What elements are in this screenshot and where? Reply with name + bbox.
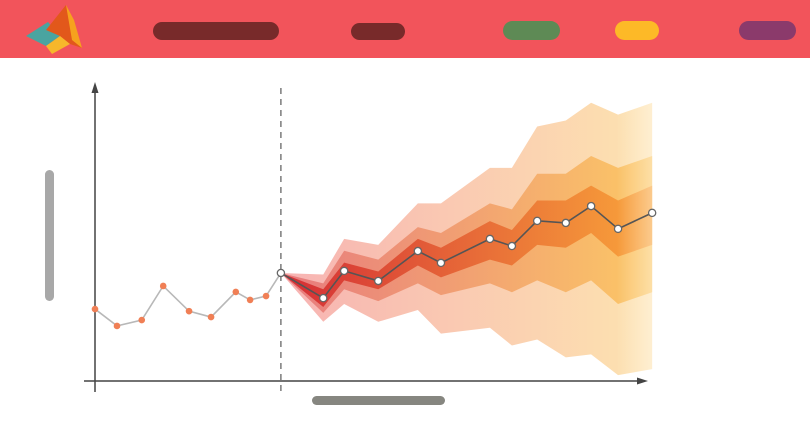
forecast-point bbox=[561, 218, 571, 228]
nav-item[interactable] bbox=[615, 21, 659, 40]
nav-item[interactable] bbox=[503, 21, 560, 40]
forecast-point bbox=[318, 293, 328, 303]
forecast-point bbox=[647, 208, 657, 218]
nav-item[interactable] bbox=[351, 23, 405, 40]
nav-item[interactable] bbox=[153, 22, 279, 40]
history-point bbox=[91, 305, 99, 313]
forecast-point bbox=[586, 201, 596, 211]
forecast-point bbox=[436, 258, 446, 268]
logo bbox=[26, 5, 82, 54]
forecast-point bbox=[507, 241, 517, 251]
forecast-point bbox=[613, 224, 623, 234]
history-point bbox=[232, 288, 240, 296]
x-axis-label-placeholder bbox=[312, 396, 445, 405]
header-bar bbox=[0, 0, 810, 58]
history-point bbox=[113, 322, 121, 330]
history-line bbox=[94, 272, 282, 327]
forecast-point bbox=[485, 234, 495, 244]
forecast-point bbox=[532, 216, 542, 226]
history-point bbox=[138, 316, 146, 324]
y-axis-label-placeholder bbox=[45, 170, 54, 301]
nav-item[interactable] bbox=[739, 21, 796, 40]
history-point bbox=[207, 313, 215, 321]
forecast-point bbox=[413, 246, 423, 256]
y-axis-arrow bbox=[91, 82, 99, 93]
forecast-point bbox=[276, 268, 286, 278]
fan-bands bbox=[280, 102, 653, 376]
history-point bbox=[262, 292, 270, 300]
forecast-point bbox=[373, 276, 383, 286]
fan-band bbox=[280, 185, 653, 307]
history-point bbox=[185, 307, 193, 315]
x-axis-arrow bbox=[637, 377, 648, 385]
history-point bbox=[159, 282, 167, 290]
forecast-point bbox=[339, 266, 349, 276]
history-point bbox=[246, 296, 254, 304]
